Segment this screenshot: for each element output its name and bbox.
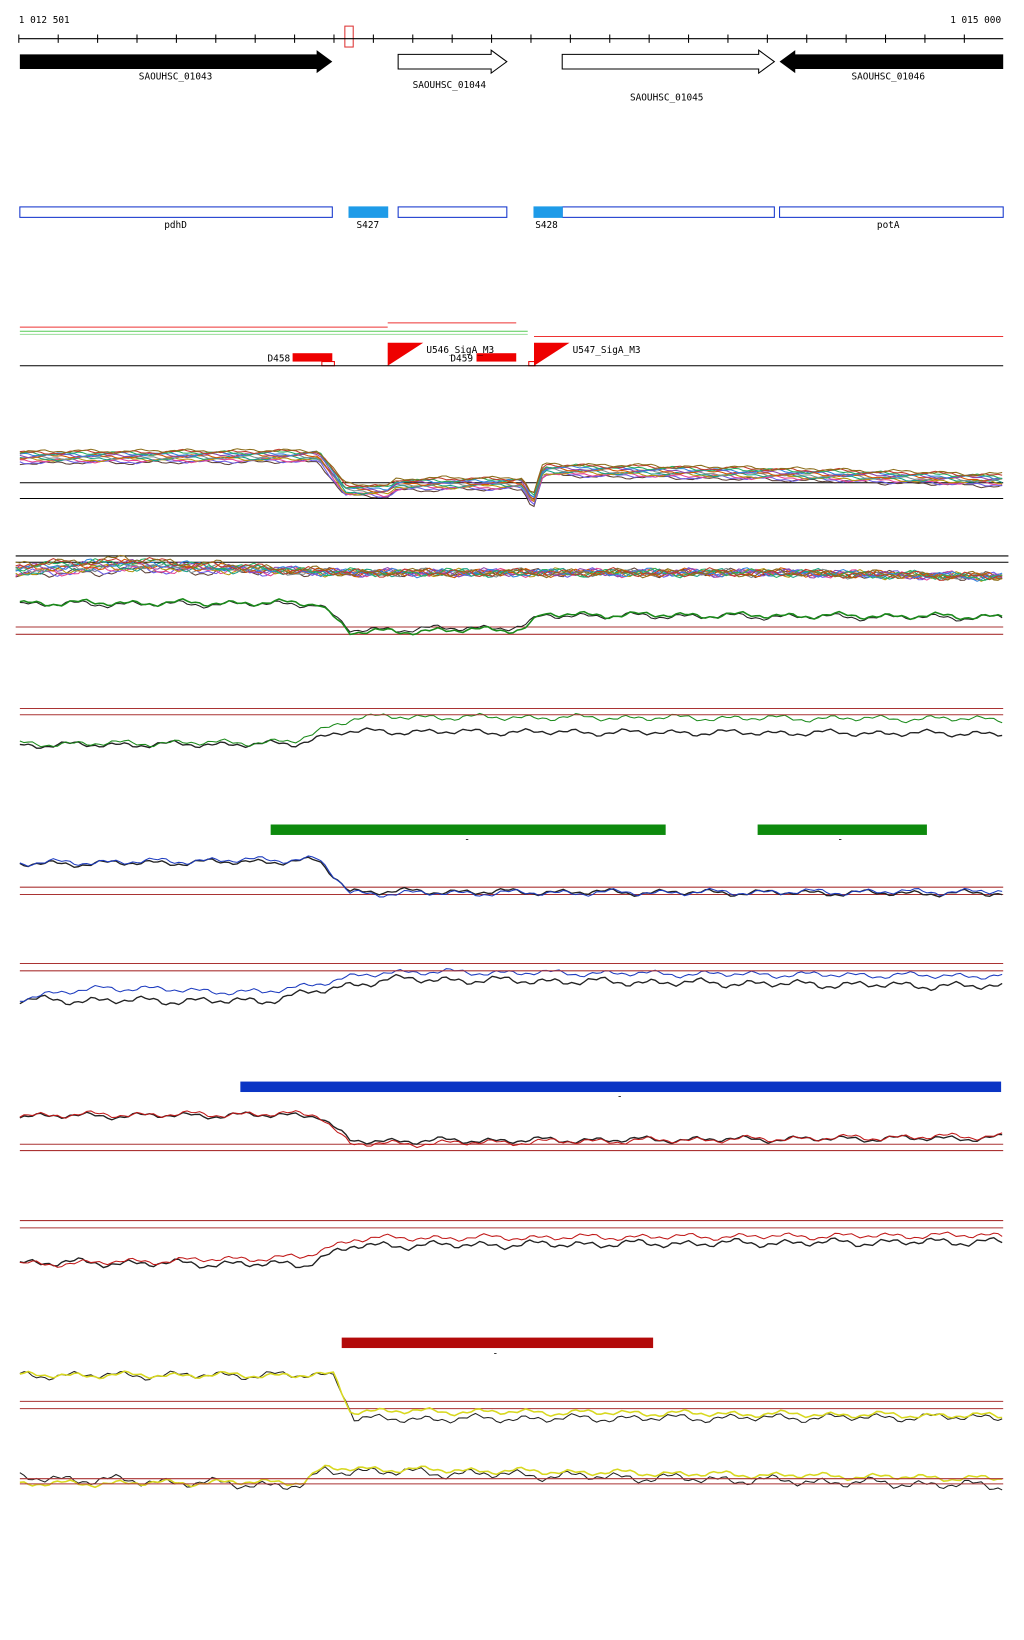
highlight <box>344 25 354 48</box>
signal-line <box>15 559 1003 580</box>
feature-label: S428 <box>535 220 558 231</box>
signal-line <box>15 558 1003 582</box>
signal-line <box>19 455 1003 501</box>
gene-arrow <box>397 49 508 75</box>
feature <box>397 206 508 218</box>
feature <box>561 206 775 218</box>
signal-line <box>19 450 1003 497</box>
signal-line <box>19 598 1003 636</box>
signal-line <box>19 1110 1003 1149</box>
tss-flag <box>533 342 570 366</box>
signal-line <box>19 968 1003 1002</box>
segment-bar <box>270 824 666 835</box>
tss-box <box>476 353 517 362</box>
signal-line <box>19 448 1003 494</box>
ruler-end: 1 015 000 <box>950 15 1001 26</box>
signal-line <box>19 1111 1003 1145</box>
tss-label: U546_SigA_M3 <box>426 345 494 356</box>
signal-line <box>19 712 1003 748</box>
tss-flag <box>387 342 424 366</box>
gene-label: SAOUHSC_01044 <box>413 80 487 91</box>
segment-bar <box>240 1081 1002 1093</box>
feature-label: pdhD <box>164 220 187 231</box>
gene-label: SAOUHSC_01046 <box>851 71 925 82</box>
signal-line <box>19 452 1003 501</box>
feature <box>779 206 1004 218</box>
tss-box <box>292 353 333 362</box>
gene-arrow <box>561 49 776 75</box>
segment-bar <box>341 1337 654 1349</box>
feature-label: potA <box>877 220 900 231</box>
signal-line <box>15 554 1003 581</box>
signal-line <box>19 1370 1003 1424</box>
signal-line <box>19 1236 1003 1269</box>
ruler-start: 1 012 501 <box>19 15 70 26</box>
signal-line <box>19 1231 1003 1268</box>
feature <box>348 206 389 218</box>
segment-label: - <box>617 1091 623 1102</box>
gene-label: SAOUHSC_01045 <box>630 92 704 103</box>
signal-line <box>19 727 1003 749</box>
tss-label: U547_SigA_M3 <box>573 345 641 356</box>
tss-label: D458 <box>268 354 291 365</box>
segment-bar <box>757 824 927 835</box>
signal-line <box>19 973 1003 1006</box>
signal-line <box>19 1464 1003 1489</box>
segment-label: - <box>837 834 843 845</box>
gene-arrow <box>19 50 333 74</box>
signal-line <box>19 1370 1003 1419</box>
segment-label: - <box>493 1348 499 1359</box>
signal-line <box>19 856 1003 898</box>
feature <box>19 206 333 218</box>
feature-label: S427 <box>357 220 380 231</box>
tss-box <box>321 361 335 367</box>
tss-label: D459 <box>450 354 473 365</box>
segment-label: - <box>464 834 470 845</box>
gene-label: SAOUHSC_01043 <box>139 71 213 82</box>
gene-arrow <box>779 50 1004 74</box>
feature <box>533 206 563 218</box>
signal-line <box>19 855 1003 898</box>
tracks: 1 012 501 1 015 000 SAOUHSC_01043 SAOUHS… <box>15 15 1009 1491</box>
signal-line <box>19 600 1003 633</box>
